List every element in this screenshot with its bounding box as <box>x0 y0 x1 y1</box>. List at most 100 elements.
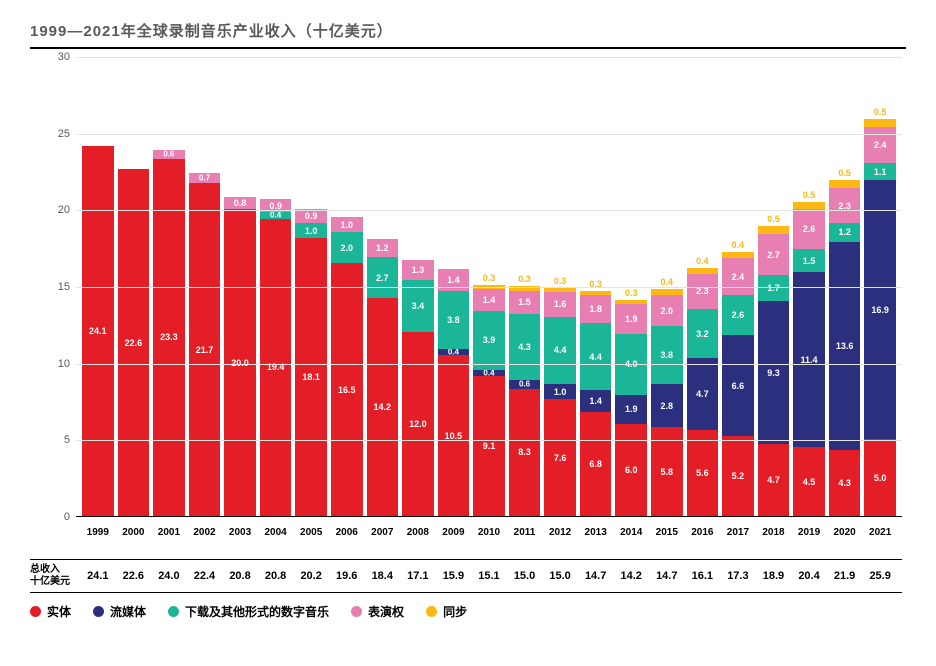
segment-downloads: 4.4 <box>580 323 612 390</box>
segment-label: 0.3 <box>483 273 496 283</box>
legend-label: 同步 <box>443 603 467 620</box>
segment-label: 9.3 <box>767 368 780 378</box>
segment-label: 3.4 <box>412 301 425 311</box>
segment-streaming: 0.4 <box>473 370 505 376</box>
segment-label: 23.3 <box>160 332 178 342</box>
bar-2006: 16.52.01.0 <box>331 217 363 516</box>
segment-label: 18.1 <box>302 372 320 382</box>
segment-label: 1.4 <box>447 275 460 285</box>
segment-label: 0.6 <box>163 150 174 159</box>
segment-label: 13.6 <box>836 341 854 351</box>
legend-label: 实体 <box>47 603 71 620</box>
total-value: 25.9 <box>864 570 896 582</box>
gridline <box>76 287 902 288</box>
segment-downloads: 3.9 <box>473 311 505 371</box>
segment-label: 21.7 <box>196 345 214 355</box>
segment-label: 12.0 <box>409 419 427 429</box>
segment-sync: 0.3 <box>615 300 647 305</box>
segment-sync: 0.4 <box>651 289 683 295</box>
segment-label: 0.5 <box>874 107 887 117</box>
total-value: 15.0 <box>509 570 541 582</box>
x-label: 2001 <box>153 521 185 557</box>
segment-label: 2.0 <box>661 306 674 316</box>
segment-downloads: 2.7 <box>367 257 399 298</box>
segment-label: 1.6 <box>554 299 567 309</box>
segment-label: 1.0 <box>340 220 353 230</box>
segment-physical: 6.0 <box>615 424 647 516</box>
segment-label: 7.6 <box>554 453 567 463</box>
segment-label: 0.6 <box>519 380 530 389</box>
y-tick-label: 10 <box>30 358 70 370</box>
segment-performance: 0.6 <box>153 150 185 159</box>
bar-2000: 22.6 <box>118 169 150 516</box>
bar-2001: 23.3 0.6 <box>153 150 185 516</box>
total-value: 15.0 <box>544 570 576 582</box>
segment-downloads: 1.2 <box>829 223 861 241</box>
bar-2015: 5.82.83.82.00.4 <box>651 289 683 516</box>
totals-label: 总收入十亿美元 <box>30 564 76 588</box>
segment-label: 16.5 <box>338 385 356 395</box>
segment-label: 0.7 <box>199 173 210 182</box>
plot-area: 24.122.623.30.621.70.720.00.819.40.40.91… <box>76 57 902 517</box>
segment-label: 6.6 <box>732 381 745 391</box>
legend-swatch <box>168 606 179 617</box>
segment-streaming: 9.3 <box>758 301 790 444</box>
segment-label: 4.4 <box>589 352 602 362</box>
total-value: 18.4 <box>367 570 399 582</box>
bar-2010: 9.10.43.91.40.3 <box>473 285 505 517</box>
segment-label: 0.8 <box>234 198 247 208</box>
segment-label: 1.0 <box>305 226 318 236</box>
segment-label: 0.5 <box>803 190 816 200</box>
total-value: 22.4 <box>189 570 221 582</box>
total-value: 18.9 <box>758 570 790 582</box>
segment-performance: 2.7 <box>758 234 790 275</box>
x-label: 2000 <box>118 521 150 557</box>
segment-physical: 5.6 <box>687 430 719 516</box>
segment-label: 4.3 <box>838 478 851 488</box>
bar-2014: 6.01.94.01.90.3 <box>615 300 647 516</box>
segment-physical: 16.5 <box>331 263 363 516</box>
segment-downloads: 0.4 <box>260 212 292 218</box>
segment-physical: 7.6 <box>544 399 576 516</box>
segment-label: 1.4 <box>483 295 496 305</box>
bar-2002: 21.7 0.7 <box>189 173 221 516</box>
segment-streaming: 13.6 <box>829 242 861 451</box>
segment-downloads: 4.4 <box>544 317 576 384</box>
segment-sync: 0.3 <box>580 291 612 296</box>
legend: 实体流媒体下载及其他形式的数字音乐表演权同步 <box>30 603 902 620</box>
segment-sync: 0.4 <box>722 252 754 258</box>
segment-streaming: 1.0 <box>544 384 576 399</box>
segment-label: 8.3 <box>518 447 531 457</box>
gridline <box>76 134 902 135</box>
x-label: 2021 <box>864 521 896 557</box>
segment-physical: 4.5 <box>793 447 825 516</box>
segment-performance: 0.8 <box>224 197 256 209</box>
total-value: 21.9 <box>829 570 861 582</box>
segment-label: 1.7 <box>767 283 780 293</box>
segment-label: 0.5 <box>838 168 851 178</box>
segment-performance: 1.3 <box>402 260 434 280</box>
segment-sync: 0.5 <box>864 119 896 127</box>
bar-2007: 14.22.71.2 <box>367 239 399 517</box>
segment-performance: 1.8 <box>580 295 612 323</box>
segment-label: 2.7 <box>767 250 780 260</box>
segment-downloads: 1.5 <box>793 249 825 272</box>
legend-swatch <box>93 606 104 617</box>
segment-label: 4.4 <box>554 345 567 355</box>
segment-streaming: 6.6 <box>722 335 754 436</box>
segment-label: 6.0 <box>625 465 638 475</box>
bar-2016: 5.64.73.22.30.4 <box>687 268 719 516</box>
bar-2018: 4.79.31.72.70.5 <box>758 226 790 516</box>
gridline <box>76 57 902 58</box>
x-label: 2008 <box>402 521 434 557</box>
segment-label: 1.9 <box>625 314 638 324</box>
x-label: 2015 <box>651 521 683 557</box>
segment-label: 22.6 <box>125 338 143 348</box>
segment-label: 4.7 <box>696 389 709 399</box>
segment-physical: 5.2 <box>722 436 754 516</box>
x-label: 1999 <box>82 521 114 557</box>
segment-label: 1.9 <box>625 404 638 414</box>
total-value: 24.0 <box>153 570 185 582</box>
segment-physical: 23.3 <box>153 159 185 516</box>
legend-item-downloads: 下载及其他形式的数字音乐 <box>168 603 329 620</box>
